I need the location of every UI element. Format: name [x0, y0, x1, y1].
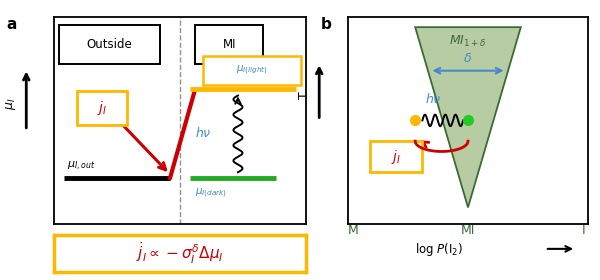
Text: $h\nu$: $h\nu$: [425, 92, 442, 106]
Text: T: T: [298, 92, 311, 99]
Text: b: b: [321, 17, 332, 32]
Text: $\mu_{I,out}$: $\mu_{I,out}$: [67, 160, 95, 173]
Text: a: a: [6, 17, 16, 32]
Text: MI: MI: [223, 38, 236, 51]
FancyBboxPatch shape: [77, 91, 127, 125]
Polygon shape: [415, 27, 521, 207]
Text: Outside: Outside: [86, 38, 133, 51]
FancyBboxPatch shape: [203, 56, 301, 85]
Text: $j_I$: $j_I$: [391, 148, 401, 166]
Text: $\dot{j}_I \propto -\sigma_I^{\delta} \Delta\mu_I$: $\dot{j}_I \propto -\sigma_I^{\delta} \D…: [136, 241, 224, 266]
Text: MI: MI: [461, 224, 475, 237]
Text: $\mu_{I (dark)}$: $\mu_{I (dark)}$: [195, 187, 227, 200]
FancyBboxPatch shape: [195, 25, 263, 64]
Text: $\delta$: $\delta$: [463, 52, 473, 65]
Text: M: M: [347, 224, 358, 237]
Text: $j_I$: $j_I$: [97, 99, 107, 117]
Text: $\mu_I$: $\mu_I$: [4, 98, 18, 110]
Text: I: I: [581, 224, 585, 237]
Text: log $P(\mathrm{I}_2)$: log $P(\mathrm{I}_2)$: [415, 241, 463, 258]
Text: $h\nu$: $h\nu$: [195, 126, 212, 140]
FancyBboxPatch shape: [59, 25, 160, 64]
Text: $MI_{1+\delta}$: $MI_{1+\delta}$: [449, 34, 487, 49]
FancyBboxPatch shape: [370, 141, 422, 172]
Text: $\mu_{I (light)}$: $\mu_{I (light)}$: [236, 64, 268, 77]
